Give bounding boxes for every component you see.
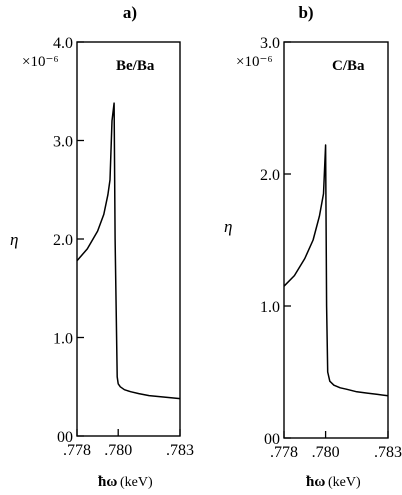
panel-a-ytick-label: 3.0	[53, 134, 73, 151]
panel-a-ytick-label: 2.0	[53, 232, 73, 249]
panel-b-xlabel-unit: (keV)	[328, 475, 361, 490]
panel-b-ylabel: η	[224, 217, 232, 236]
panel-a-ytick-label: 4.0	[53, 35, 73, 52]
panel-b-ytick-label: 2.0	[260, 167, 280, 184]
panel-a-ytick-label: 00	[57, 429, 73, 446]
panel-a-xtick-label: .783	[166, 442, 194, 459]
panel-b-letter: b)	[298, 3, 313, 22]
panel-a-ylabel: η	[10, 230, 18, 249]
panel-a-xlabel-unit: (keV)	[120, 475, 153, 490]
panel-b-xtick-label: .780	[312, 444, 340, 461]
panel-b-chart: b) C/Ba ×10⁻⁶ η ħω (keV) 00 1.0 2.0 3.0 .778…	[224, 3, 402, 490]
panel-a-xtick-label: .778	[63, 442, 91, 459]
panel-a-chart: a) Be/Ba ×10⁻⁶ η ħω (keV) 00 1.0 2.0 3.0 4.0…	[10, 3, 194, 490]
panel-b-ytick-label: 00	[264, 431, 280, 448]
panel-b-series	[283, 144, 389, 397]
panel-a-ytick-label: 1.0	[53, 331, 73, 348]
panel-b-series-line	[283, 144, 389, 397]
panel-b-scale-label: ×10⁻⁶	[236, 54, 273, 70]
panel-b-ytick-label: 1.0	[260, 299, 280, 316]
panel-b-xlabel-symbol: ħω	[306, 474, 325, 490]
panel-b-annotation: C/Ba	[332, 58, 365, 74]
panel-a-series	[76, 102, 181, 400]
panel-b-frame	[283, 41, 389, 439]
panel-a-xlabel-symbol: ħω	[98, 474, 117, 490]
panel-a-letter: a)	[123, 3, 137, 22]
panel-b-ticks: 00 1.0 2.0 3.0 .778 .780 .783	[260, 35, 402, 461]
panel-b-xtick-label: .778	[270, 444, 298, 461]
panel-b-ytick-label: 3.0	[260, 35, 280, 52]
panel-a-xtick-label: .780	[104, 442, 132, 459]
panel-a-annotation: Be/Ba	[116, 58, 155, 74]
panel-a-series-line	[76, 102, 181, 400]
panel-a-scale-label: ×10⁻⁶	[22, 54, 59, 70]
panel-a-ticks: 00 1.0 2.0 3.0 4.0 .778 .780 .783	[53, 35, 194, 459]
panel-b-xtick-label: .783	[374, 444, 402, 461]
